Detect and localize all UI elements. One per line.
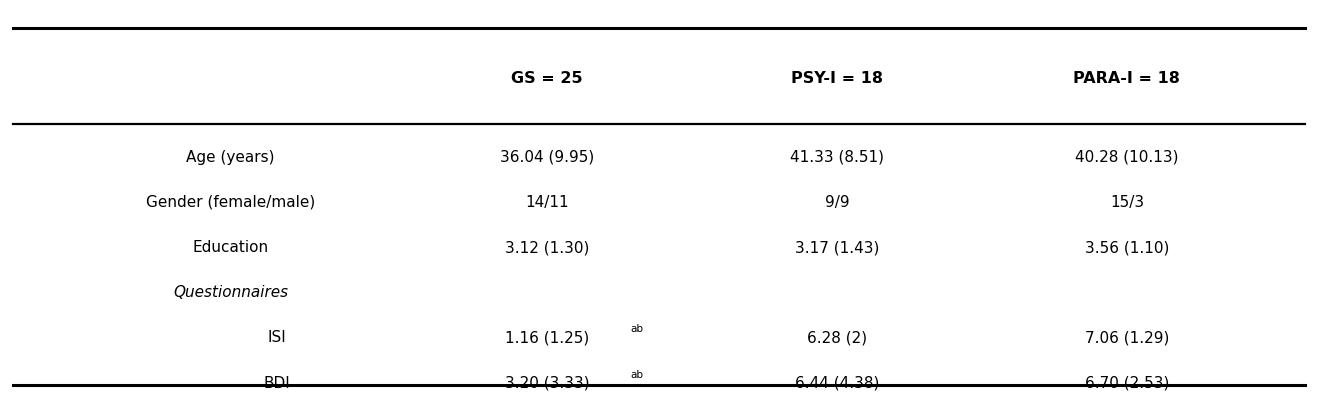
Text: 7.06 (1.29): 7.06 (1.29) (1085, 331, 1169, 345)
Text: 41.33 (8.51): 41.33 (8.51) (789, 150, 884, 165)
Text: GS = 25: GS = 25 (511, 71, 583, 86)
Text: 15/3: 15/3 (1110, 195, 1144, 210)
Text: Education: Education (192, 240, 269, 255)
Text: PARA-I = 18: PARA-I = 18 (1073, 71, 1181, 86)
Text: 6.28 (2): 6.28 (2) (807, 331, 867, 345)
Text: 1.16 (1.25): 1.16 (1.25) (505, 331, 589, 345)
Text: ab: ab (630, 324, 643, 334)
Text: PSY-I = 18: PSY-I = 18 (791, 71, 883, 86)
Text: 9/9: 9/9 (825, 195, 849, 210)
Text: Questionnaires: Questionnaires (173, 285, 289, 300)
Text: 40.28 (10.13): 40.28 (10.13) (1075, 150, 1178, 165)
Text: 36.04 (9.95): 36.04 (9.95) (500, 150, 594, 165)
Text: 6.44 (4.38): 6.44 (4.38) (795, 376, 879, 391)
Text: 3.56 (1.10): 3.56 (1.10) (1085, 240, 1169, 255)
Text: Age (years): Age (years) (186, 150, 275, 165)
Text: ISI: ISI (268, 331, 286, 345)
Text: ab: ab (630, 369, 643, 380)
Text: 3.17 (1.43): 3.17 (1.43) (795, 240, 879, 255)
Text: Gender (female/male): Gender (female/male) (146, 195, 315, 210)
Text: 6.70 (2.53): 6.70 (2.53) (1085, 376, 1169, 391)
Text: BDI: BDI (264, 376, 290, 391)
Text: 3.12 (1.30): 3.12 (1.30) (505, 240, 589, 255)
Text: 3.20 (3.33): 3.20 (3.33) (505, 376, 589, 391)
Text: 14/11: 14/11 (525, 195, 569, 210)
